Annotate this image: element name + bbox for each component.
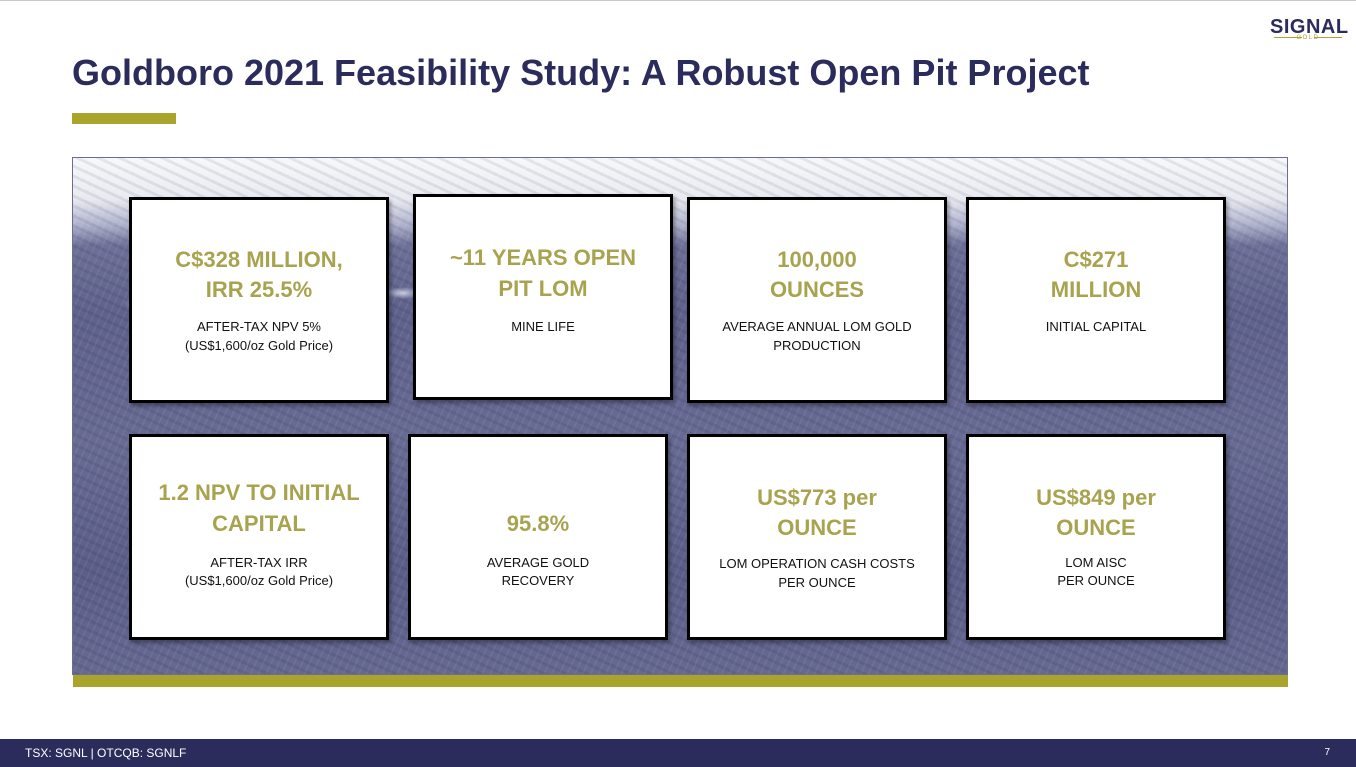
metric-label-line: (US$1,600/oz Gold Price) <box>184 338 334 353</box>
metric-label-line: PER OUNCE <box>1057 573 1135 588</box>
metric-value-line: C$271 <box>1063 247 1129 272</box>
metric-value-line: MILLION <box>1050 277 1142 302</box>
metric-card-aisc: US$849 per OUNCE LOM AISC PER OUNCE <box>966 434 1226 640</box>
page-number: 7 <box>1324 747 1330 758</box>
panel-accent-bar <box>73 675 1288 687</box>
metric-value-line: OUNCES <box>769 277 865 302</box>
slide-title: Goldboro 2021 Feasibility Study: A Robus… <box>72 52 1090 93</box>
metric-label-line: RECOVERY <box>501 573 575 588</box>
metric-value-line: CAPITAL <box>212 511 306 536</box>
metric-label-line: AFTER-TAX NPV 5% <box>196 319 321 334</box>
metric-value-line: US$849 per <box>1036 485 1156 510</box>
metric-card-npv-ratio: 1.2 NPV TO INITIAL CAPITAL AFTER-TAX IRR… <box>129 434 389 640</box>
metric-label-line: PER OUNCE <box>778 575 856 590</box>
metric-value-line: 95.8% <box>506 511 570 536</box>
metric-label-line: MINE LIFE <box>511 319 575 334</box>
metric-label-line: LOM AISC <box>1065 555 1127 570</box>
metric-card-recovery: 95.8% AVERAGE GOLD RECOVERY <box>408 434 668 640</box>
metric-value-line: 100,000 <box>777 247 857 272</box>
metric-label-line: INITIAL CAPITAL <box>1045 319 1147 334</box>
metric-value-line: 1.2 NPV TO INITIAL <box>158 480 360 505</box>
metric-card-npv: C$328 MILLION, IRR 25.5% AFTER-TAX NPV 5… <box>129 197 389 403</box>
metric-card-production: 100,000 OUNCES AVERAGE ANNUAL LOM GOLD P… <box>687 197 947 403</box>
logo-line-right <box>1314 37 1342 38</box>
metric-value-line: OUNCE <box>1056 515 1136 540</box>
metric-label-line: AVERAGE GOLD <box>486 555 590 570</box>
metric-label-line: (US$1,600/oz Gold Price) <box>184 573 334 588</box>
metric-value-line: ~11 YEARS OPEN <box>449 245 637 270</box>
metric-card-mine-life: ~11 YEARS OPEN PIT LOM MINE LIFE <box>413 194 673 400</box>
metric-card-cash-costs: US$773 per OUNCE LOM OPERATION CASH COST… <box>687 434 947 640</box>
signal-gold-logo: SIGNAL GOLD <box>1270 14 1349 44</box>
logo-line-left <box>1274 37 1302 38</box>
title-accent-bar <box>72 113 176 124</box>
ticker-symbols: TSX: SGNL | OTCQB: SGNLF <box>25 746 187 760</box>
logo-subtext: GOLD <box>1296 35 1320 41</box>
metric-value-line: US$773 per <box>757 485 877 510</box>
top-rule <box>0 0 1356 1</box>
metric-label-line: AFTER-TAX IRR <box>210 555 308 570</box>
logo-wordmark: SIGNAL <box>1270 16 1349 38</box>
metric-label-line: AVERAGE ANNUAL LOM GOLD <box>722 319 912 334</box>
metric-label-line: LOM OPERATION CASH COSTS <box>719 556 915 571</box>
metric-value-line: OUNCE <box>777 515 857 540</box>
metric-value-line: IRR 25.5% <box>205 277 313 302</box>
metric-value-line: C$328 MILLION, <box>175 247 343 272</box>
metric-value-line: PIT LOM <box>498 276 588 301</box>
metric-label-line: PRODUCTION <box>773 338 861 353</box>
footer-bar: TSX: SGNL | OTCQB: SGNLF 7 <box>0 739 1356 767</box>
metric-card-initial-capital: C$271 MILLION INITIAL CAPITAL <box>966 197 1226 403</box>
